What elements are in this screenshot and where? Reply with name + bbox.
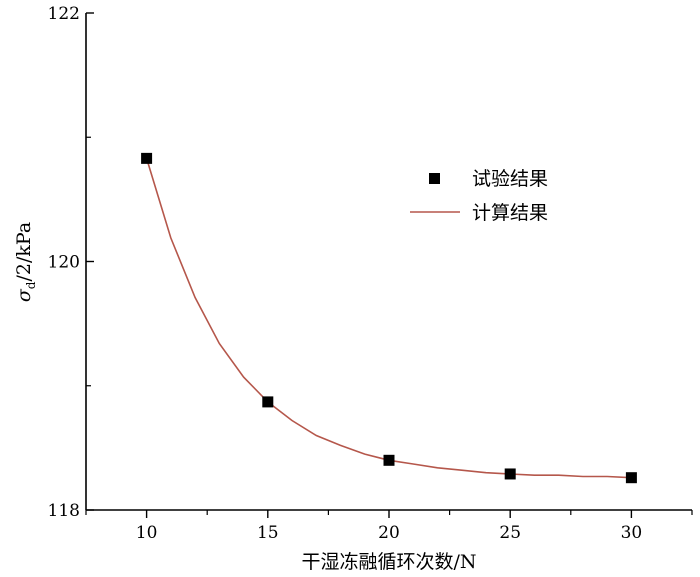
data-point-experimental — [141, 152, 153, 164]
y-tick-label: 120 — [48, 253, 80, 273]
x-tick-label: 10 — [136, 523, 158, 543]
x-axis-title: 干湿冻融循环次数/N — [301, 551, 476, 573]
data-point-experimental — [383, 454, 395, 466]
data-point-experimental — [625, 472, 637, 484]
x-tick-label: 15 — [257, 523, 279, 543]
x-ticks: 10 15 20 25 30 — [85, 510, 693, 543]
legend: 试验结果 计算结果 — [410, 168, 548, 224]
data-point-experimental — [262, 396, 274, 408]
y-ticks: 118 120 122 — [48, 4, 94, 521]
legend-label-line: 计算结果 — [472, 202, 548, 224]
y-axis-title-subscript: d — [24, 281, 38, 289]
y-tick-label: 118 — [48, 501, 80, 521]
x-tick-label: 25 — [499, 523, 521, 543]
y-tick-label: 122 — [48, 4, 80, 24]
y-axis-title-unit: /2/kPa — [13, 222, 35, 282]
legend-marker-points — [429, 173, 440, 184]
legend-label-points: 试验结果 — [472, 168, 548, 190]
x-tick-label: 20 — [378, 523, 400, 543]
x-tick-label: 30 — [621, 523, 643, 543]
series-line-calculated — [145, 158, 632, 479]
data-point-experimental — [504, 468, 516, 480]
series-layer — [141, 152, 637, 484]
y-axis-title: σd/2/kPa — [13, 222, 38, 302]
y-axis-title-sigma: σ — [13, 288, 35, 302]
